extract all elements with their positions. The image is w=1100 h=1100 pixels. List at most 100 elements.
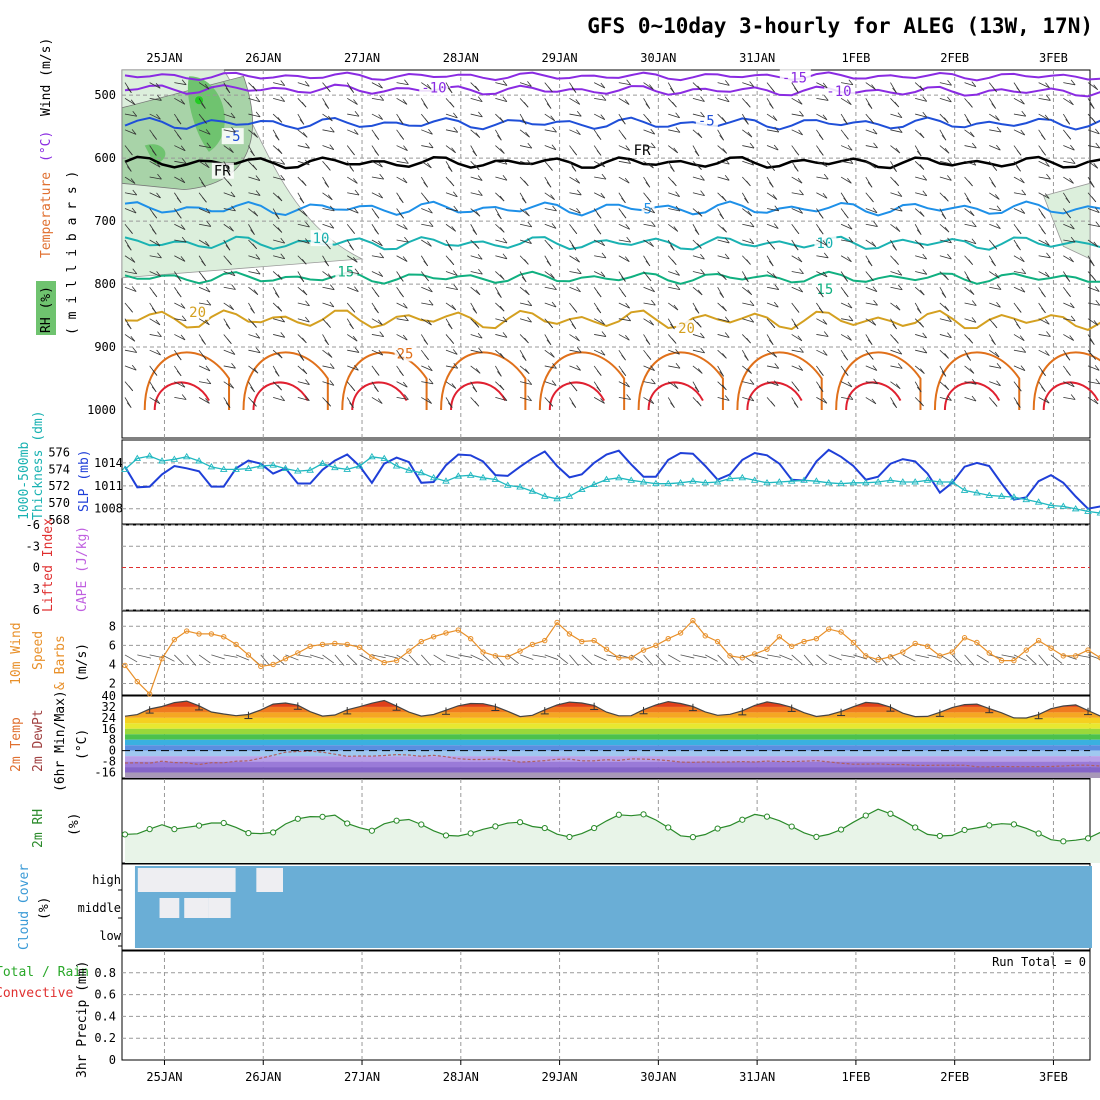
x-tick-bottom: 25JAN — [146, 1070, 182, 1084]
wind-barb — [1063, 381, 1075, 388]
wind-barb-flag — [843, 197, 848, 204]
rh-point — [714, 825, 721, 832]
wind-barb — [371, 113, 383, 120]
temp-line — [124, 699, 1100, 719]
wind-barb-flag — [772, 194, 778, 200]
wind-barb-flag — [1044, 114, 1050, 121]
wind-barb — [594, 334, 607, 337]
cloud-row-label: low — [99, 929, 121, 943]
wind-barb-flag — [527, 81, 532, 87]
contour-label: 20 — [678, 321, 695, 337]
temp-tick: -16 — [94, 766, 116, 780]
wind-barb-flag — [625, 224, 631, 230]
wind-barb-flag — [971, 142, 977, 149]
wind-barb-flag — [499, 384, 505, 391]
wind-barb-flag — [768, 339, 774, 345]
wind-barb — [124, 97, 136, 106]
wind-speed-point — [430, 634, 437, 640]
wind-barb — [766, 208, 779, 212]
wind-barb-flag — [793, 402, 799, 408]
wind-barb — [692, 255, 705, 260]
wind-barb — [519, 145, 532, 149]
wind-barb-flag — [477, 175, 483, 181]
wind-barb — [840, 223, 853, 230]
wind-barb-flag — [477, 332, 483, 339]
wind-barb-flag — [719, 213, 724, 220]
wind-barb-10m — [174, 654, 185, 666]
wind-barb — [421, 160, 432, 169]
wind-barb-10m — [828, 654, 842, 661]
contour-label-bg — [641, 200, 655, 217]
wind-barb-flag — [502, 253, 508, 260]
rh-point — [442, 832, 450, 839]
wind-tick: 4 — [109, 657, 116, 671]
wind-barb-flag — [299, 355, 305, 361]
wind-barb — [1013, 271, 1026, 275]
wind-barb-flag — [897, 270, 903, 276]
wind-barb-flag — [378, 161, 383, 168]
wind-barb — [593, 271, 606, 278]
wind-barb-flag — [897, 363, 903, 369]
wind-barb-flag — [646, 118, 652, 124]
wind-barb-flag — [305, 379, 310, 385]
wind-barb-flag — [1044, 397, 1050, 404]
wind-barb — [149, 271, 161, 277]
wind-barb-flag — [772, 115, 778, 121]
wind-speed-point — [665, 635, 671, 642]
wind-barb-flag — [453, 127, 459, 133]
wind-barb-flag — [823, 173, 829, 180]
wind-speed-point — [146, 691, 153, 697]
wind-barb — [297, 302, 310, 307]
ylabel-cape: CAPE (J/kg) — [75, 526, 90, 612]
wind-barb — [174, 381, 186, 388]
wind-barb-flag — [1021, 347, 1027, 353]
wind-barb-flag — [328, 115, 333, 122]
wind-barb-flag — [525, 210, 530, 217]
wind-speed-point — [900, 649, 906, 655]
wind-barb-flag — [994, 272, 1000, 279]
wind-tick: 8 — [109, 619, 116, 633]
wind-barb — [248, 286, 259, 295]
pressure-tick: 700 — [94, 214, 116, 228]
wind-barb-flag — [1069, 178, 1074, 184]
wind-barb-flag — [453, 362, 459, 369]
wind-barb-flag — [252, 164, 258, 171]
wind-barb-flag — [451, 304, 457, 311]
wind-barb — [445, 223, 456, 232]
wind-barb-flag — [571, 323, 577, 330]
wind-barb-flag — [1046, 95, 1051, 101]
wind-barb — [890, 381, 901, 390]
wind-barb — [495, 82, 508, 86]
wind-barb-flag — [916, 308, 922, 314]
wind-barb-flag — [992, 401, 998, 407]
wind-barb-flag — [181, 79, 187, 85]
wind-barb-flag — [869, 196, 874, 203]
wind-barb — [396, 97, 408, 105]
wind-barb-flag — [1070, 158, 1076, 164]
wind-barb-flag — [128, 149, 133, 156]
wind-barb-flag — [1065, 276, 1071, 282]
wind-barb-flag — [916, 386, 922, 393]
temp-band — [124, 734, 1100, 740]
wind-barb-flag — [548, 165, 553, 171]
wind-barb — [569, 129, 581, 136]
wind-barb-flag — [452, 349, 458, 355]
wind-barb — [668, 349, 680, 355]
wind-barb — [371, 397, 383, 404]
wind-barb-flag — [696, 322, 702, 328]
wind-barb — [964, 318, 977, 323]
wind-barb — [470, 113, 483, 118]
temperature-contour-25 — [736, 351, 823, 411]
wind-barb-flag — [398, 118, 404, 125]
wind-barb-flag — [749, 395, 755, 402]
wind-barb-flag — [274, 213, 280, 220]
wind-barb-flag — [1044, 319, 1050, 325]
wind-barb-flag — [770, 401, 776, 407]
wind-barb-flag — [944, 148, 950, 154]
wind-barb-flag — [378, 271, 384, 277]
wind-barb — [939, 334, 952, 339]
wind-barb — [816, 318, 828, 325]
wind-barb-flag — [255, 347, 261, 353]
wind-barb — [396, 145, 408, 151]
wind-ylabel: 10m Wind — [9, 622, 24, 685]
